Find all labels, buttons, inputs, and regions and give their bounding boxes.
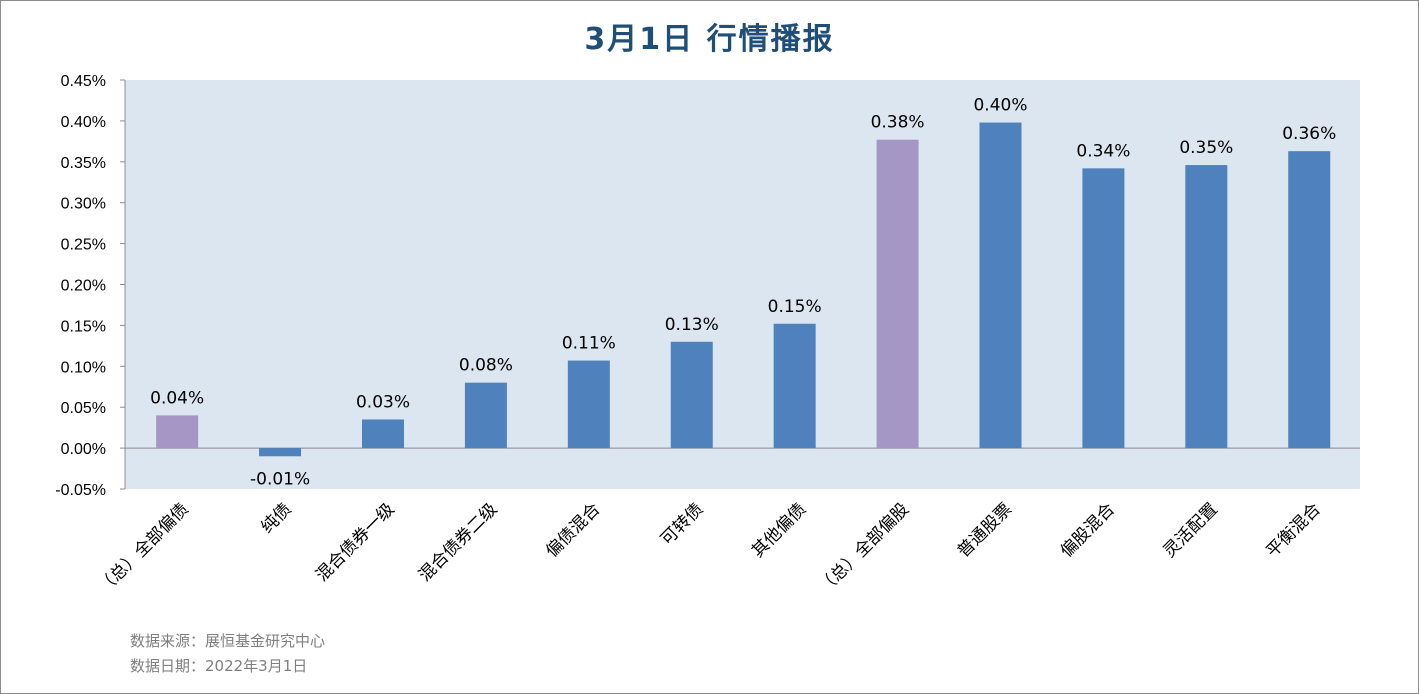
category-label: 灵活配置 xyxy=(1160,499,1222,561)
bar xyxy=(876,139,919,449)
chart-title: 3月1日 行情播报 xyxy=(584,22,835,57)
source-note: 数据来源：展恒基金研究中心 xyxy=(130,632,326,650)
bar xyxy=(156,415,199,449)
data-label: 0.35% xyxy=(1179,138,1233,158)
y-tick-label: 0.20% xyxy=(61,278,106,295)
bars: 0.04% -0.01% 0.03% 0.08% 0.11% 0.13% 0.15% 0.38… xyxy=(150,96,1336,490)
bar xyxy=(1288,151,1331,449)
y-tick-label: 0.25% xyxy=(61,237,106,254)
bar xyxy=(464,382,507,449)
data-label: 0.03% xyxy=(356,392,410,412)
bar xyxy=(773,323,816,449)
bar xyxy=(979,122,1022,449)
category-label: 偏股混合 xyxy=(1057,499,1119,561)
y-tick-label: 0.40% xyxy=(61,114,106,131)
data-label: 0.36% xyxy=(1282,124,1336,144)
data-label: 0.15% xyxy=(768,297,822,317)
y-tick-label: 0.30% xyxy=(61,196,106,213)
y-tick-label: 0.45% xyxy=(61,73,106,90)
bar xyxy=(670,341,713,449)
plot-area xyxy=(125,80,1360,489)
category-label: （总）全部偏债 xyxy=(94,499,192,597)
y-axis: -0.05% 0.00% 0.05% 0.10% 0.15% 0.20% 0.25% 0.30… xyxy=(55,73,1360,499)
y-tick-label: 0.35% xyxy=(61,155,106,172)
category-label: 混合债券二级 xyxy=(415,499,501,585)
x-axis: （总）全部偏债 纯债 混合债券一级 混合债券二级 偏债混合 可转债 其他偏债 （总）全部偏股普… xyxy=(94,499,1324,597)
y-tick-label: 0.10% xyxy=(61,359,106,376)
data-label: 0.13% xyxy=(665,315,719,335)
y-tick-label: 0.00% xyxy=(61,441,106,458)
data-label: 0.38% xyxy=(871,113,925,133)
y-tick-label: 0.05% xyxy=(61,400,106,417)
category-label: 平衡混合 xyxy=(1263,499,1325,561)
y-tick-label: -0.05% xyxy=(55,482,106,499)
category-label: （总）全部偏股 xyxy=(815,499,913,597)
bar xyxy=(361,419,404,449)
data-label: -0.01% xyxy=(250,469,310,489)
data-label: 0.40% xyxy=(973,96,1027,116)
bar xyxy=(1082,168,1125,449)
category-label: 偏债混合 xyxy=(542,499,604,561)
bar xyxy=(567,360,610,449)
category-label: 可转债 xyxy=(657,499,707,549)
data-label: 0.08% xyxy=(459,356,513,376)
data-label: 0.04% xyxy=(150,388,204,408)
bar xyxy=(259,448,302,457)
bar xyxy=(1185,165,1228,449)
date-note: 数据日期：2022年3月1日 xyxy=(130,657,308,675)
data-label: 0.11% xyxy=(562,334,616,354)
category-label: 普通股票 xyxy=(954,499,1016,561)
y-tick-label: 0.15% xyxy=(61,318,106,335)
category-label: 混合债券一级 xyxy=(312,499,398,585)
category-label: 纯债 xyxy=(257,499,295,537)
category-label: 其他偏债 xyxy=(748,499,810,561)
data-label: 0.34% xyxy=(1076,141,1130,161)
